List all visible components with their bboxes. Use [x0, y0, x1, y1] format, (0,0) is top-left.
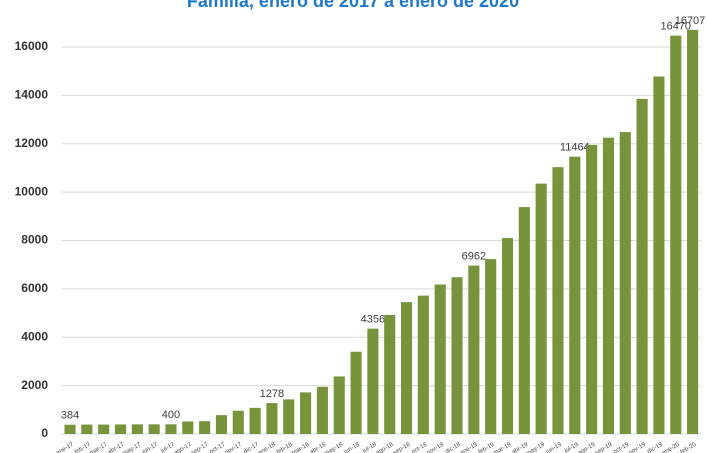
- x-tick-label: sep-17: [191, 442, 210, 453]
- y-tick-label: 14000: [15, 88, 49, 102]
- bar: [586, 144, 598, 434]
- bar: [165, 424, 177, 434]
- x-tick-label: ene-17: [56, 442, 76, 453]
- x-tick-label: mar-19: [493, 442, 513, 453]
- x-tick-label: may-18: [324, 442, 345, 453]
- data-label: 11464: [560, 142, 590, 154]
- x-tick-label: nov-18: [426, 442, 445, 453]
- data-label: 400: [162, 409, 180, 421]
- x-tick-label: may-17: [122, 442, 143, 453]
- y-tick-label: 0: [41, 426, 48, 440]
- y-tick-label: 2000: [21, 378, 48, 392]
- data-label: 1278: [260, 388, 284, 400]
- bar: [485, 259, 497, 434]
- x-tick-label: abr-17: [107, 442, 126, 453]
- y-tick-label: 4000: [21, 329, 48, 343]
- bar: [451, 277, 463, 434]
- bar: [249, 407, 261, 434]
- bar: [98, 424, 110, 434]
- x-tick-label: feb-17: [74, 442, 92, 453]
- data-label: 4356: [361, 314, 385, 326]
- x-tick-label: dic-18: [445, 442, 463, 453]
- bar: [232, 410, 244, 434]
- y-tick-label: 8000: [21, 233, 48, 247]
- bar: [182, 421, 194, 434]
- bar: [468, 265, 480, 434]
- bar: [199, 421, 211, 434]
- bar: [283, 399, 295, 434]
- bar: [636, 98, 648, 434]
- x-tick-label: mar-17: [89, 442, 109, 453]
- bar: [333, 376, 345, 434]
- x-tick-label: ene-20: [661, 442, 681, 453]
- x-tick-label: jul-19: [563, 442, 580, 453]
- y-tick-label: 10000: [15, 184, 49, 198]
- x-tick-label: ago-17: [173, 442, 193, 453]
- data-label: 6962: [462, 250, 486, 262]
- x-tick-label: nov-19: [628, 442, 647, 453]
- x-tick-label: ago-18: [375, 442, 395, 453]
- bar: [552, 167, 564, 434]
- x-tick-label: sep-18: [392, 442, 411, 453]
- bar: [619, 132, 631, 434]
- x-tick-label: jun-18: [343, 442, 362, 453]
- y-tick-label: 16000: [15, 39, 49, 53]
- x-tick-label: feb-19: [478, 442, 496, 453]
- x-tick-label: ago-19: [577, 442, 597, 453]
- x-tick-label: nov-17: [224, 442, 243, 453]
- bar: [300, 392, 312, 434]
- bar: [350, 351, 362, 434]
- bar: [602, 137, 615, 435]
- x-tick-label: jun-17: [141, 442, 160, 453]
- x-tick-label: sep-19: [594, 442, 613, 453]
- bar: [316, 386, 328, 434]
- x-tick-label: jun-19: [544, 442, 563, 453]
- data-label: 16707: [675, 15, 706, 27]
- bar: [400, 302, 413, 434]
- bar: [114, 424, 127, 434]
- x-tick-label: oct-17: [209, 442, 227, 453]
- x-tick-label: dic-19: [647, 442, 665, 453]
- bar: [131, 424, 143, 434]
- bar: [215, 415, 228, 434]
- bar: [501, 238, 514, 434]
- bar: [518, 207, 530, 434]
- data-label: 16470: [660, 20, 691, 32]
- bar: [687, 29, 699, 435]
- bar: [670, 35, 682, 434]
- bar: [569, 156, 581, 434]
- x-tick-label: abr-18: [309, 442, 328, 453]
- data-label: 384: [61, 410, 79, 422]
- bar: [148, 424, 160, 434]
- x-tick-label: jul-17: [159, 442, 176, 453]
- bar: [81, 424, 93, 434]
- x-tick-label: abr-19: [511, 442, 530, 453]
- x-tick-label: jul-18: [361, 442, 378, 453]
- x-tick-label: dic-17: [243, 442, 261, 453]
- x-tick-label: feb-18: [276, 442, 294, 453]
- x-tick-label: ene-19: [459, 442, 479, 453]
- bar: [653, 76, 665, 434]
- y-tick-label: 12000: [15, 136, 49, 150]
- x-tick-label: ene-18: [258, 442, 278, 453]
- x-tick-label: mar-18: [291, 442, 311, 453]
- x-tick-label: feb-20: [680, 442, 698, 453]
- x-tick-label: oct-18: [411, 442, 429, 453]
- y-tick-label: 6000: [21, 281, 48, 295]
- bar: [64, 424, 76, 434]
- bar: [434, 284, 446, 434]
- bar: [367, 328, 379, 434]
- bar: [266, 403, 278, 434]
- x-tick-label: may-19: [526, 442, 547, 453]
- chart-title: Familia, enero de 2017 a enero de 2020: [187, 0, 519, 11]
- bar: [535, 183, 547, 434]
- bar: [417, 295, 429, 434]
- x-tick-label: oct-19: [613, 442, 631, 453]
- bar: [384, 314, 396, 434]
